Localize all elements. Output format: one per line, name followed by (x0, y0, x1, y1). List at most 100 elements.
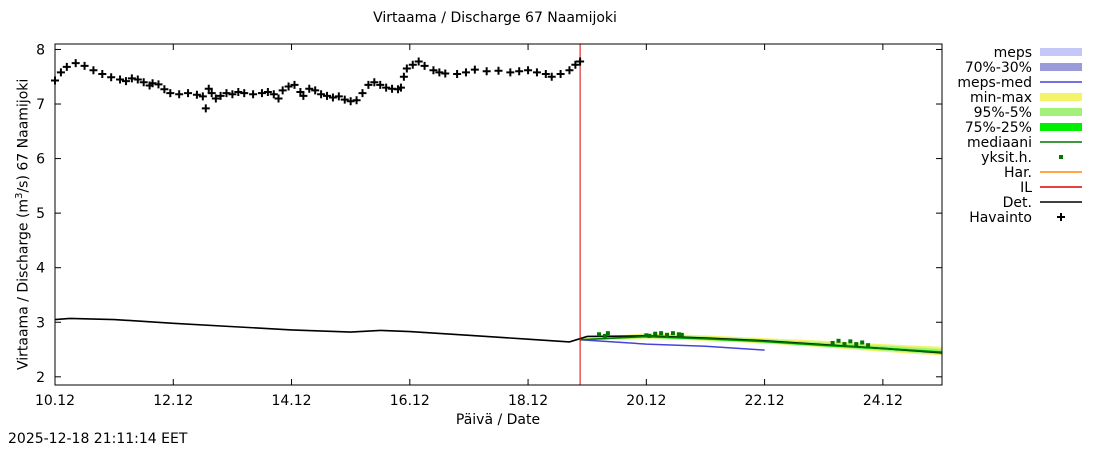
observation-point (207, 89, 216, 98)
observation-point (441, 69, 450, 78)
member-point (860, 340, 865, 345)
member-point (602, 333, 607, 338)
member-point (866, 343, 871, 348)
observation-point (240, 89, 249, 98)
observation-point (234, 88, 243, 97)
observation-point (166, 89, 175, 98)
member-point (679, 332, 684, 337)
observation-point (576, 57, 585, 66)
legend-label-det: Det. (1003, 195, 1032, 211)
observation-point (435, 68, 444, 77)
legend-label-havainto: Havainto (969, 210, 1032, 226)
observation-point (334, 92, 343, 101)
observation-point (399, 72, 408, 81)
observation-point (346, 97, 355, 106)
observation-point (547, 72, 556, 81)
member-point (670, 331, 675, 336)
band-75-25 (580, 335, 942, 354)
observation-point (299, 91, 308, 100)
observation-point (284, 82, 293, 91)
y-tick-label: 2 (36, 370, 45, 386)
axes: 10.12 12.12 14.12 16.12 18.12 20.12 22.12 24.12… (35, 42, 942, 409)
member-point (854, 342, 859, 347)
observation-point (216, 91, 225, 100)
observation-point (56, 68, 65, 77)
x-axis-label: Päivä / Date (455, 412, 541, 428)
legend-label-il: IL (1020, 180, 1032, 196)
observation-point (494, 66, 503, 75)
x-tick-label: 22.12 (745, 393, 785, 409)
legend-label-95-5: 95%-5% (974, 105, 1032, 121)
member-point (653, 331, 658, 336)
observation-point (198, 92, 207, 101)
observation-point (328, 93, 337, 102)
x-tick-label: 24.12 (863, 393, 903, 409)
observation-point (62, 62, 71, 71)
member-point (842, 342, 847, 347)
x-tick-label: 12.12 (153, 393, 193, 409)
observation-point (98, 70, 107, 79)
observation-point (127, 74, 136, 83)
observation-point (148, 79, 157, 88)
series-markers (51, 57, 871, 348)
observation-point (414, 57, 423, 66)
member-point (659, 331, 664, 336)
legend-label-har: Har. (1004, 165, 1032, 181)
observation-point (376, 80, 385, 89)
x-tick-label: 20.12 (626, 393, 666, 409)
legend-swatch-meps (1040, 48, 1082, 56)
observation-point (482, 67, 491, 76)
observation-point (290, 80, 299, 89)
observation-point (352, 96, 361, 105)
observation-point (89, 66, 98, 75)
observation-point (515, 67, 524, 76)
observation-point (204, 84, 213, 93)
observation-point (305, 84, 314, 93)
observation-point (139, 78, 148, 87)
legend-label-yksit-h: yksit.h. (981, 150, 1032, 166)
observation-point (278, 86, 287, 95)
observation-point (396, 83, 405, 92)
observation-point (160, 85, 169, 94)
legend-swatch-75-25 (1040, 123, 1082, 131)
observation-point (408, 60, 417, 69)
legend-swatch-havainto (1057, 213, 1065, 221)
observation-point (175, 90, 184, 99)
observation-point (249, 90, 258, 99)
observation-point (541, 70, 550, 79)
member-point (676, 332, 681, 337)
observation-point (565, 66, 574, 75)
observation-point (429, 66, 438, 75)
observation-point (461, 68, 470, 77)
observation-point (532, 68, 541, 77)
observation-point (121, 77, 130, 86)
legend-label-70-30: 70%-30% (965, 60, 1032, 76)
observation-point (311, 86, 320, 95)
y-tick-label: 4 (36, 261, 45, 277)
member-point (836, 338, 841, 343)
observation-point (470, 65, 479, 74)
legend-label-mediaani: mediaani (967, 135, 1032, 151)
plot-frame (54, 43, 943, 386)
observation-point (228, 90, 237, 99)
observation-point (364, 80, 373, 89)
observation-point (269, 90, 278, 99)
observation-point (358, 89, 367, 98)
observation-point (211, 94, 220, 103)
line-meps-med (580, 338, 765, 351)
observation-point (154, 80, 163, 89)
observation-point (133, 75, 142, 84)
observation-point (340, 95, 349, 104)
observation-point (80, 61, 89, 70)
member-point (644, 333, 649, 338)
y-tick-label: 3 (36, 315, 45, 331)
timestamp: 2025-12-18 21:11:14 EET (8, 431, 188, 447)
observation-point (556, 70, 565, 79)
chart-title: Virtaama / Discharge 67 Naamijoki (373, 10, 617, 26)
x-tick-label: 14.12 (271, 393, 311, 409)
member-point (665, 332, 670, 337)
legend-swatch-95-5 (1040, 108, 1082, 116)
legend-label-meps: meps (994, 45, 1032, 61)
observation-point (192, 90, 201, 99)
legend: meps70%-30%meps-medmin-max95%-5%75%-25%m… (957, 45, 1082, 226)
